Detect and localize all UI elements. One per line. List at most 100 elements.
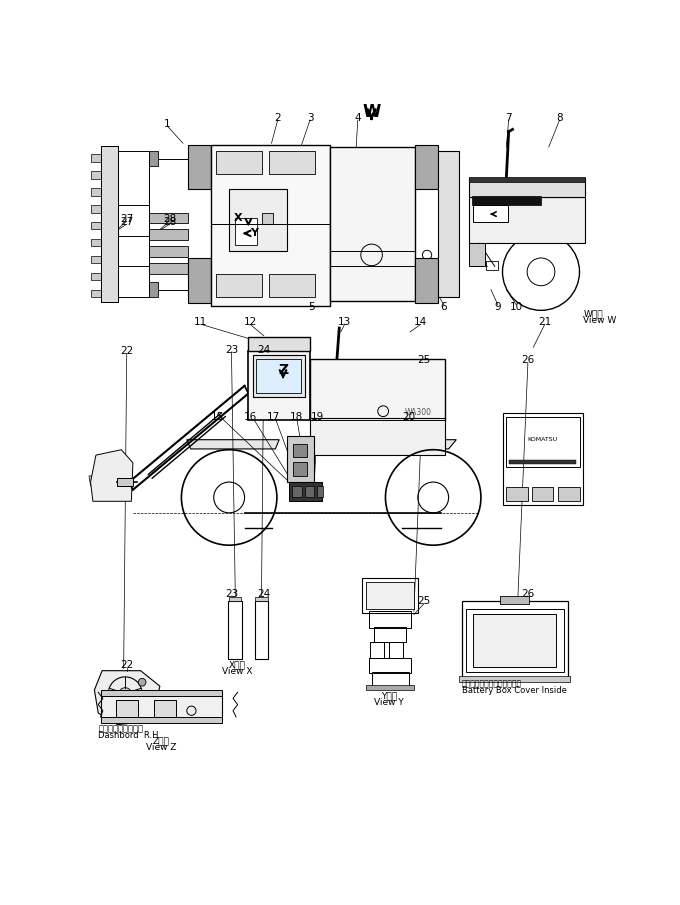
Bar (506, 416, 580, 467)
Text: 17: 17 (267, 412, 280, 422)
Text: 25: 25 (418, 596, 430, 606)
Bar (211, 145, 330, 307)
Text: Battery Box Cover Inside: Battery Box Cover Inside (462, 686, 566, 695)
Text: 3: 3 (307, 113, 313, 123)
Text: 24: 24 (257, 345, 271, 355)
Text: 28: 28 (163, 217, 177, 227)
Bar (472, 195, 541, 205)
Text: 22: 22 (120, 346, 133, 357)
Bar (390, 643, 403, 658)
Polygon shape (187, 440, 279, 449)
Bar (287, 436, 314, 482)
Text: W: W (362, 103, 381, 121)
Text: ダッシュボード右側: ダッシュボード右側 (98, 724, 143, 733)
Bar (253, 355, 305, 397)
Bar (369, 658, 411, 673)
Bar (229, 596, 241, 602)
Polygon shape (105, 476, 112, 486)
Text: 1: 1 (165, 119, 171, 129)
Polygon shape (95, 671, 160, 725)
Bar (154, 700, 176, 717)
Text: 25: 25 (418, 356, 430, 366)
Bar (509, 460, 577, 463)
Text: 27: 27 (120, 217, 133, 227)
Polygon shape (89, 476, 96, 486)
Text: 4: 4 (354, 113, 361, 123)
Text: 6: 6 (441, 302, 447, 312)
Bar (269, 274, 316, 297)
Bar (90, 222, 101, 230)
Bar (188, 145, 211, 189)
Bar (369, 612, 411, 628)
Bar (90, 188, 101, 195)
Bar (90, 154, 101, 162)
Bar (248, 338, 310, 351)
Bar (256, 359, 301, 394)
Bar (500, 596, 530, 604)
Bar (188, 258, 211, 302)
Text: 9: 9 (494, 302, 501, 312)
Text: 23: 23 (225, 345, 238, 355)
Bar (370, 643, 384, 658)
Bar (293, 443, 307, 457)
Bar (289, 482, 322, 501)
Text: 13: 13 (338, 317, 352, 327)
Bar (90, 171, 101, 178)
Text: 24: 24 (257, 588, 271, 599)
Bar (503, 413, 583, 505)
Bar (255, 596, 268, 602)
Bar (149, 246, 188, 257)
Bar (371, 672, 409, 686)
Text: 5: 5 (308, 302, 315, 312)
Bar (469, 178, 585, 197)
Polygon shape (112, 476, 119, 486)
Text: 21: 21 (539, 317, 551, 327)
Text: 28: 28 (163, 214, 177, 224)
Bar (507, 488, 528, 501)
Bar (149, 230, 188, 240)
Bar (292, 486, 301, 498)
Bar (116, 700, 137, 717)
Bar (90, 205, 101, 213)
Bar (101, 717, 222, 723)
Bar (149, 281, 158, 297)
Circle shape (138, 679, 146, 686)
Bar (469, 243, 485, 266)
Bar (293, 462, 307, 476)
Text: Y　視: Y 視 (381, 691, 397, 700)
Text: 12: 12 (243, 317, 256, 327)
Bar (367, 582, 414, 609)
Bar (90, 272, 101, 281)
Bar (149, 213, 188, 224)
Polygon shape (97, 476, 103, 486)
Bar (262, 214, 273, 224)
Bar (248, 351, 310, 421)
Text: 2: 2 (274, 113, 281, 123)
Text: バッテリボックスカバー内側: バッテリボックスカバー内側 (462, 680, 522, 689)
Text: 27: 27 (120, 214, 133, 224)
Text: WA300: WA300 (405, 408, 431, 417)
Text: Y: Y (250, 228, 258, 238)
Text: View X: View X (222, 667, 253, 676)
Text: 18: 18 (290, 412, 303, 422)
Polygon shape (383, 440, 456, 449)
Bar (469, 177, 585, 182)
Bar (118, 151, 149, 297)
Bar (228, 602, 242, 659)
Bar (415, 145, 438, 189)
Bar (101, 692, 222, 719)
Bar (149, 263, 188, 274)
Bar (235, 218, 257, 245)
Bar (101, 147, 118, 302)
Text: 16: 16 (244, 412, 257, 422)
Text: 26: 26 (522, 588, 534, 599)
Text: 11: 11 (194, 317, 207, 327)
Text: Dashbord  R.H: Dashbord R.H (98, 731, 158, 740)
Bar (90, 256, 101, 263)
Bar (438, 151, 460, 297)
Text: 10: 10 (510, 302, 523, 312)
Text: Z: Z (278, 364, 288, 377)
Bar (310, 359, 445, 421)
Text: W　視: W 視 (583, 310, 603, 319)
Bar (254, 602, 269, 659)
